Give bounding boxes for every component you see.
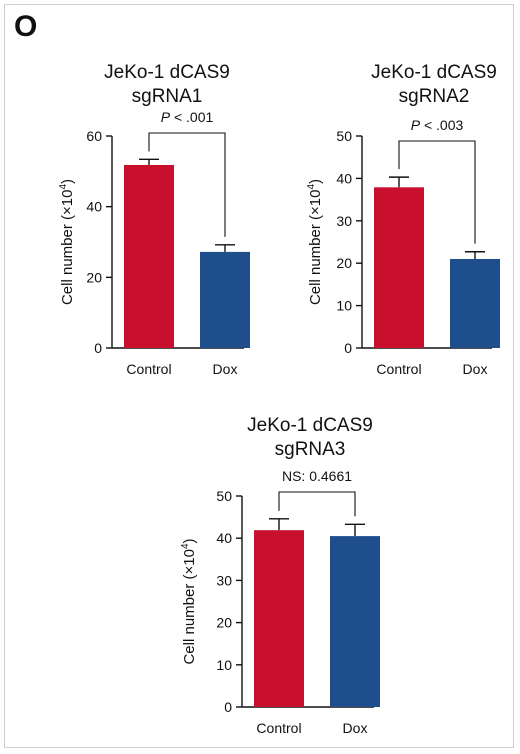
chart-3-y-tick-label: 40 [216,530,232,546]
chart-1-x-tick-label: Control [126,361,171,377]
chart-2-x-tick-label: Control [376,361,421,377]
chart-1-bar-dox [200,251,250,348]
chart-3-y-tick-label: 0 [224,699,232,715]
chart-3-y-tick-label: 30 [216,572,232,588]
chart-2-y-tick-label: 40 [336,170,352,186]
chart-2-y-tick-label: 20 [336,255,352,271]
panel-letter: O [14,10,38,43]
chart-3-x-tick-label: Dox [343,720,368,736]
chart-3-significance-label: NS: 0.4661 [282,468,352,484]
chart-3-bar-control [254,530,304,707]
chart-2-y-tick-label: 50 [336,128,352,144]
chart-3-x-tick-label: Control [256,720,301,736]
chart-1-y-tick-label: 60 [86,128,102,144]
chart-1-y-tick-label: 20 [86,269,102,285]
chart-3-significance-bracket [278,491,356,517]
chart-1-significance-label: P < .001 [161,109,214,125]
chart-3-y-tick-label: 50 [216,488,232,504]
chart-2-y-axis-label: Cell number (×104) [306,179,324,305]
chart-2-significance-bracket [398,140,476,244]
chart-3-title-line-2: sgRNA3 [275,439,346,460]
chart-3-title-line-1: JeKo-1 dCAS9 [247,415,373,436]
chart-2-title-line-2: sgRNA2 [399,86,470,107]
chart-1-y-tick-label: 40 [86,199,102,215]
chart-2-bar-control [374,187,424,348]
chart-1-title-line-1: JeKo-1 dCAS9 [104,62,230,83]
chart-3-y-axis-label: Cell number (×104) [180,538,198,664]
figure-frame [4,4,514,748]
chart-1-significance-bracket [148,132,226,237]
chart-3-y-tick-label: 20 [216,615,232,631]
chart-3-bar-dox [330,536,380,707]
chart-2-x-tick-label: Dox [463,361,488,377]
chart-2-y-tick-label: 30 [336,213,352,229]
chart-1-x-tick-label: Dox [213,361,238,377]
chart-3-y-tick-label: 10 [216,657,232,673]
chart-1-title-line-2: sgRNA1 [132,86,203,107]
chart-2-significance-label: P < .003 [411,117,464,133]
chart-1-bar-control [124,164,174,348]
chart-1-y-axis-label: Cell number (×104) [58,179,76,305]
chart-2-title-line-1: JeKo-1 dCAS9 [371,62,497,83]
chart-1-y-tick-label: 0 [94,340,102,356]
chart-2-bar-dox [450,258,500,348]
chart-2-y-tick-label: 10 [336,298,352,314]
chart-2-y-tick-label: 0 [344,340,352,356]
